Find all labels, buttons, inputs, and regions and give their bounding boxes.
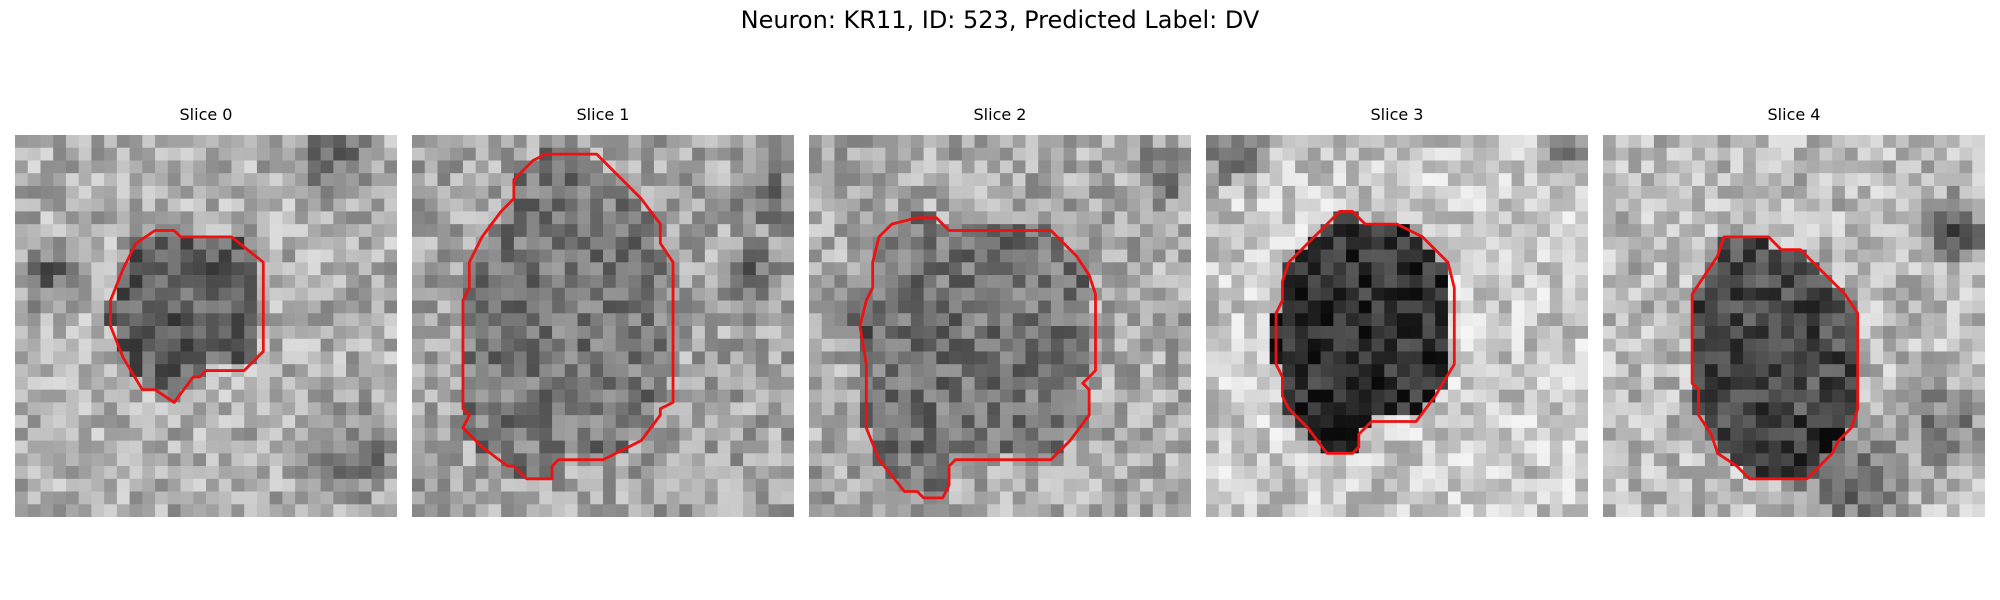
slice-image-svg-4 — [1603, 135, 1985, 517]
slice-image-svg-3 — [1206, 135, 1588, 517]
slice-title-4: Slice 4 — [1767, 105, 1821, 124]
pixel-grid — [1603, 135, 1985, 517]
slice-title-1: Slice 1 — [576, 105, 630, 124]
pixel-grid — [809, 135, 1191, 517]
slice-panel-3: Slice 3 — [1206, 105, 1588, 517]
slice-image-0 — [15, 135, 397, 517]
figure-title: Neuron: KR11, ID: 523, Predicted Label: … — [740, 6, 1260, 34]
roi-contour-4 — [1690, 235, 1860, 481]
slice-panel-0: Slice 0 — [15, 105, 397, 517]
roi-contour-3 — [1274, 209, 1456, 455]
pixel-grid — [1206, 135, 1588, 517]
slice-image-svg-0 — [15, 135, 397, 517]
slice-panel-4: Slice 4 — [1603, 105, 1985, 517]
roi-contour-1 — [461, 152, 675, 481]
slice-panel-1: Slice 1 — [412, 105, 794, 517]
slice-panel-2: Slice 2 — [809, 105, 1191, 517]
slice-image-2 — [809, 135, 1191, 517]
roi-contour-2 — [858, 216, 1097, 500]
slice-title-0: Slice 0 — [179, 105, 233, 124]
slice-title-3: Slice 3 — [1370, 105, 1424, 124]
roi-contour-0 — [109, 229, 265, 404]
slice-image-3 — [1206, 135, 1588, 517]
slice-title-2: Slice 2 — [973, 105, 1027, 124]
slice-image-1 — [412, 135, 794, 517]
slice-image-svg-1 — [412, 135, 794, 517]
slice-image-4 — [1603, 135, 1985, 517]
pixel-grid — [15, 135, 397, 517]
slice-image-svg-2 — [809, 135, 1191, 517]
